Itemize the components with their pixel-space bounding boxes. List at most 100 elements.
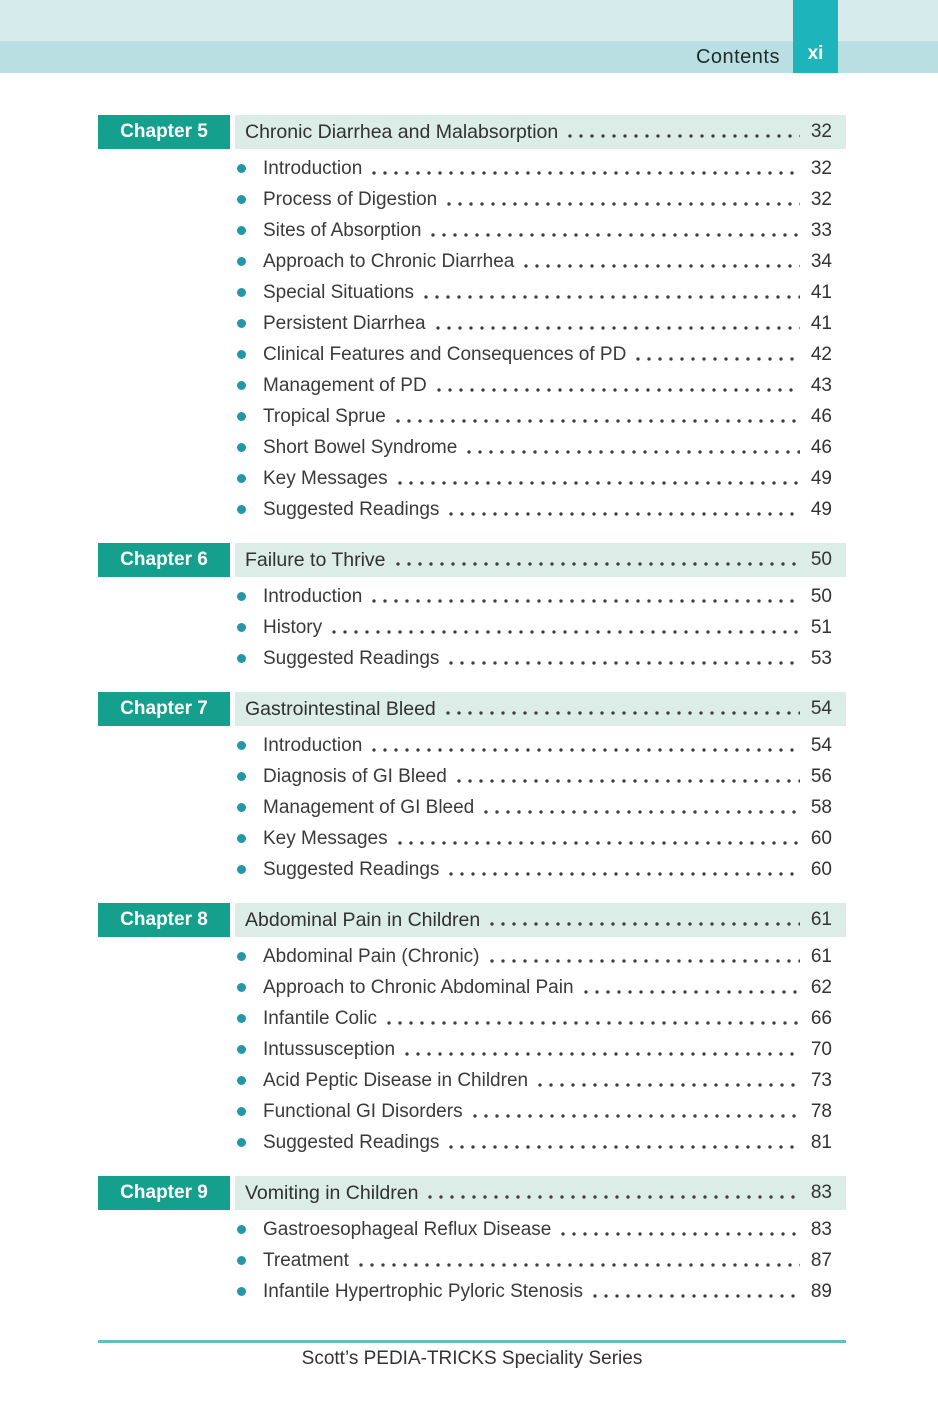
item-page-number: 81: [810, 1131, 832, 1153]
chapter-title-band: Failure to Thrive 50: [235, 543, 846, 577]
chapter-header-row: Chapter 8 Abdominal Pain in Children 61: [98, 903, 846, 937]
dot-leader: [467, 450, 800, 454]
dot-leader: [436, 388, 800, 392]
chapter-header-row: Chapter 5 Chronic Diarrhea and Malabsorp…: [98, 115, 846, 149]
page-number-tab: xi: [793, 0, 838, 73]
chapter-page-number: 32: [810, 121, 832, 142]
toc-item: Acid Peptic Disease in Children 73: [98, 1065, 846, 1096]
item-page-number: 70: [810, 1038, 832, 1060]
toc-item: Sites of Absorption 33: [98, 215, 846, 246]
dot-leader: [592, 1294, 800, 1298]
contents-heading: Contents: [695, 45, 780, 68]
header-band-top: [0, 0, 938, 41]
bullet-icon: [237, 1225, 246, 1234]
dot-leader: [449, 872, 800, 876]
toc-item: Management of GI Bleed 58: [98, 792, 846, 823]
item-page-number: 34: [810, 250, 832, 272]
item-label: Approach to Chronic Diarrhea: [263, 250, 515, 272]
chapter-title: Failure to Thrive: [245, 548, 386, 571]
chapter-badge: Chapter 9: [98, 1176, 230, 1210]
bullet-icon: [237, 1076, 246, 1085]
item-page-number: 46: [810, 436, 832, 458]
chapter-section: Chapter 7 Gastrointestinal Bleed 54 Intr…: [98, 692, 846, 885]
series-title: Scott’s PEDIA-TRICKS Speciality Series: [301, 1348, 643, 1369]
bullet-icon: [237, 865, 246, 874]
item-page-number: 41: [810, 281, 832, 303]
bullet-icon: [237, 952, 246, 961]
dot-leader: [372, 748, 800, 752]
chapter-header-row: Chapter 9 Vomiting in Children 83: [98, 1176, 846, 1210]
toc-item: Process of Digestion 32: [98, 184, 846, 215]
dot-leader: [424, 295, 800, 299]
toc-item: Infantile Hypertrophic Pyloric Stenosis …: [98, 1276, 846, 1307]
item-page-number: 51: [810, 616, 832, 638]
item-page-number: 33: [810, 219, 832, 241]
dot-leader: [456, 779, 800, 783]
toc-item: Suggested Readings 60: [98, 854, 846, 885]
dot-leader: [449, 1145, 800, 1149]
chapter-page-number: 61: [810, 909, 832, 930]
chapter-page-number: 83: [810, 1182, 832, 1203]
toc-item: Key Messages 60: [98, 823, 846, 854]
bullet-icon: [237, 226, 246, 235]
dot-leader: [490, 922, 800, 926]
dot-leader: [445, 711, 800, 715]
chapter-badge: Chapter 6: [98, 543, 230, 577]
dot-leader: [397, 841, 800, 845]
item-page-number: 60: [810, 827, 832, 849]
chapter-items: Abdominal Pain (Chronic) 61 Approach to …: [98, 941, 846, 1158]
bullet-icon: [237, 1014, 246, 1023]
toc-item: Treatment 87: [98, 1245, 846, 1276]
chapter-title: Chronic Diarrhea and Malabsorption: [245, 120, 559, 143]
chapter-header-row: Chapter 6 Failure to Thrive 50: [98, 543, 846, 577]
chapter-badge-label: Chapter 9: [120, 1182, 208, 1203]
dot-leader: [472, 1114, 800, 1118]
chapter-page-number: 50: [810, 549, 832, 570]
toc-item: Approach to Chronic Diarrhea 34: [98, 246, 846, 277]
toc-item: Introduction 54: [98, 730, 846, 761]
chapter-badge-label: Chapter 8: [120, 909, 208, 930]
item-page-number: 49: [810, 498, 832, 520]
item-label: Suggested Readings: [263, 858, 440, 880]
toc-item: Special Situations 41: [98, 277, 846, 308]
dot-leader: [447, 202, 800, 206]
toc-item: Short Bowel Syndrome 46: [98, 432, 846, 463]
item-page-number: 60: [810, 858, 832, 880]
toc-item: Tropical Sprue 46: [98, 401, 846, 432]
dot-leader: [372, 599, 800, 603]
toc-item: Suggested Readings 81: [98, 1127, 846, 1158]
toc-item: Gastroesophageal Reflux Disease 83: [98, 1214, 846, 1245]
page-footer: Scott’s PEDIA-TRICKS Speciality Series: [98, 1340, 846, 1370]
toc-item: Suggested Readings 49: [98, 494, 846, 525]
item-label: Gastroesophageal Reflux Disease: [263, 1218, 552, 1240]
toc-item: Functional GI Disorders 78: [98, 1096, 846, 1127]
item-label: Management of PD: [263, 374, 427, 396]
item-page-number: 32: [810, 157, 832, 179]
dot-leader: [431, 233, 800, 237]
bullet-icon: [237, 592, 246, 601]
bullet-icon: [237, 350, 246, 359]
chapter-items: Introduction 54 Diagnosis of GI Bleed 56…: [98, 730, 846, 885]
chapter-title-band: Gastrointestinal Bleed 54: [235, 692, 846, 726]
toc-item: Approach to Chronic Abdominal Pain 62: [98, 972, 846, 1003]
dot-leader: [449, 512, 800, 516]
dot-leader: [372, 171, 800, 175]
toc-item: Diagnosis of GI Bleed 56: [98, 761, 846, 792]
item-page-number: 54: [810, 734, 832, 756]
item-label: Functional GI Disorders: [263, 1100, 463, 1122]
toc-item: Infantile Colic 66: [98, 1003, 846, 1034]
item-label: Short Bowel Syndrome: [263, 436, 458, 458]
item-label: Clinical Features and Consequences of PD: [263, 343, 627, 365]
toc-item: Management of PD 43: [98, 370, 846, 401]
dot-leader: [561, 1232, 800, 1236]
item-label: History: [263, 616, 323, 638]
bullet-icon: [237, 381, 246, 390]
item-page-number: 49: [810, 467, 832, 489]
page-number-label: xi: [807, 43, 824, 64]
bullet-icon: [237, 772, 246, 781]
bullet-icon: [237, 1107, 246, 1116]
item-label: Introduction: [263, 585, 363, 607]
toc-item: Persistent Diarrhea 41: [98, 308, 846, 339]
bullet-icon: [237, 443, 246, 452]
